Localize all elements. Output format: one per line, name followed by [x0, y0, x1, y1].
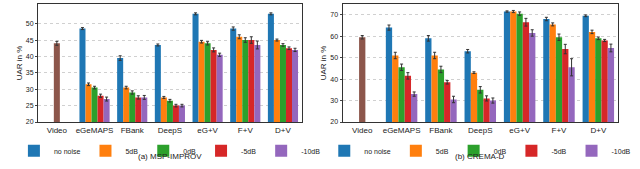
- svg-text:eGeMAPS: eGeMAPS: [76, 126, 114, 135]
- svg-text:F+V: F+V: [552, 126, 568, 135]
- svg-text:45: 45: [26, 37, 34, 44]
- svg-text:60: 60: [330, 33, 338, 40]
- svg-text:35: 35: [26, 69, 34, 76]
- svg-text:DeepS: DeepS: [158, 126, 182, 135]
- svg-text:-10dB: -10dB: [301, 148, 320, 155]
- svg-text:DeepS: DeepS: [468, 126, 492, 135]
- svg-text:Video: Video: [47, 126, 68, 135]
- svg-text:0dB: 0dB: [183, 148, 196, 155]
- svg-text:25: 25: [26, 102, 34, 109]
- svg-text:5dB: 5dB: [125, 148, 138, 155]
- svg-text:eG+V: eG+V: [197, 126, 218, 135]
- svg-text:D+V: D+V: [590, 126, 606, 135]
- svg-text:F+V: F+V: [238, 126, 254, 135]
- svg-text:UAR in %: UAR in %: [319, 46, 328, 81]
- svg-text:no noise: no noise: [54, 148, 81, 155]
- svg-text:70: 70: [330, 11, 338, 18]
- svg-text:0dB: 0dB: [494, 148, 507, 155]
- svg-text:40: 40: [26, 53, 34, 60]
- svg-text:50: 50: [26, 20, 34, 27]
- svg-text:-5dB: -5dB: [241, 148, 256, 155]
- svg-text:(a) MSP-IMPROV: (a) MSP-IMPROV: [138, 152, 202, 161]
- svg-text:FBank: FBank: [121, 126, 145, 135]
- svg-text:50: 50: [330, 54, 338, 61]
- svg-text:30: 30: [26, 86, 34, 93]
- svg-text:Video: Video: [352, 126, 373, 135]
- svg-text:FBank: FBank: [429, 126, 453, 135]
- svg-text:40: 40: [330, 76, 338, 83]
- svg-text:-10dB: -10dB: [612, 148, 631, 155]
- svg-text:eG+V: eG+V: [509, 126, 530, 135]
- svg-text:D+V: D+V: [275, 126, 291, 135]
- svg-text:UAR in %: UAR in %: [15, 46, 24, 81]
- svg-text:30: 30: [330, 97, 338, 104]
- svg-text:no noise: no noise: [364, 148, 391, 155]
- svg-text:-5dB: -5dB: [551, 148, 566, 155]
- svg-text:20: 20: [330, 118, 338, 125]
- svg-text:eGeMAPS: eGeMAPS: [383, 126, 421, 135]
- svg-text:20: 20: [26, 118, 34, 125]
- svg-text:5dB: 5dB: [436, 148, 449, 155]
- svg-text:(b) CREMA-D: (b) CREMA-D: [455, 152, 505, 161]
